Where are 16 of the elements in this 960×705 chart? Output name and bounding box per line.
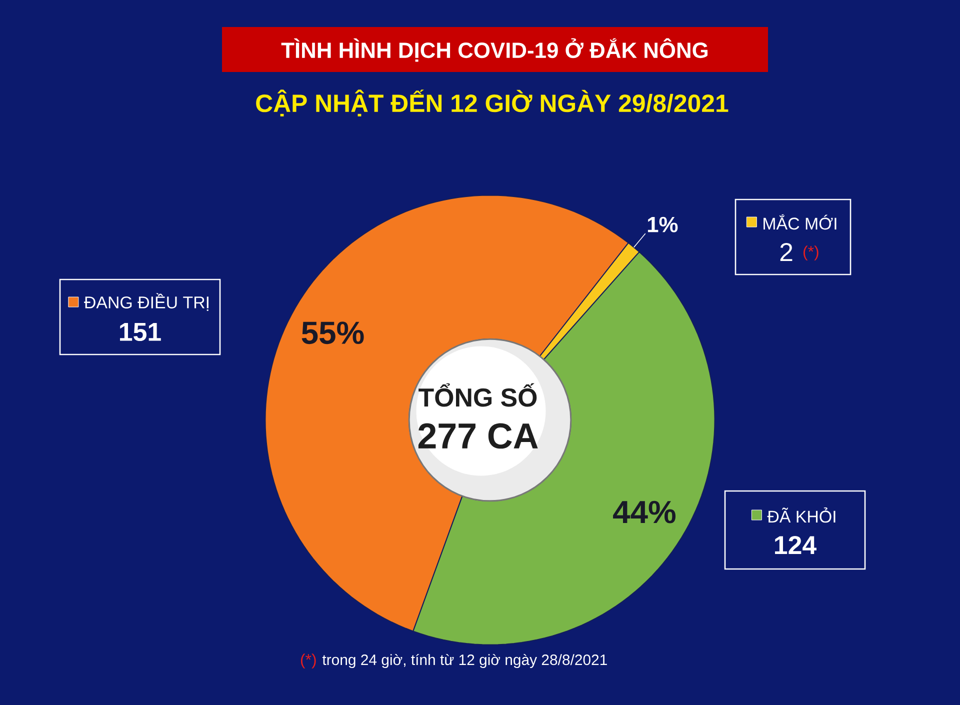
text: trong 24 giờ, tính từ 12 giờ ngày 28/8/2021: [322, 654, 607, 668]
text: 124: [775, 536, 816, 554]
text: TỔNG SỐ: [418, 383, 537, 407]
text: 2: [780, 242, 792, 262]
data-label: 44%: [613, 500, 676, 524]
text: 277 CA: [418, 423, 538, 449]
chart-subtitle: CẬP NHẬT ĐẾN 12 GIỜ NGÀY 29/8/2021: [256, 90, 728, 116]
legend-label: ĐÃ KHỎI: [767, 507, 836, 523]
text: (*): [804, 246, 818, 260]
text: (*): [300, 654, 316, 668]
text: 151: [120, 322, 161, 342]
data-label: 1%: [648, 216, 678, 232]
legend-label: ĐANG ĐIỀU TRỊ: [84, 293, 208, 311]
data-label: 55%: [302, 322, 364, 344]
chart-title: TÌNH HÌNH DỊCH COVID-19 Ở ĐẮK NÔNG: [281, 38, 708, 62]
legend-label: MẮC MỚI: [764, 214, 836, 230]
